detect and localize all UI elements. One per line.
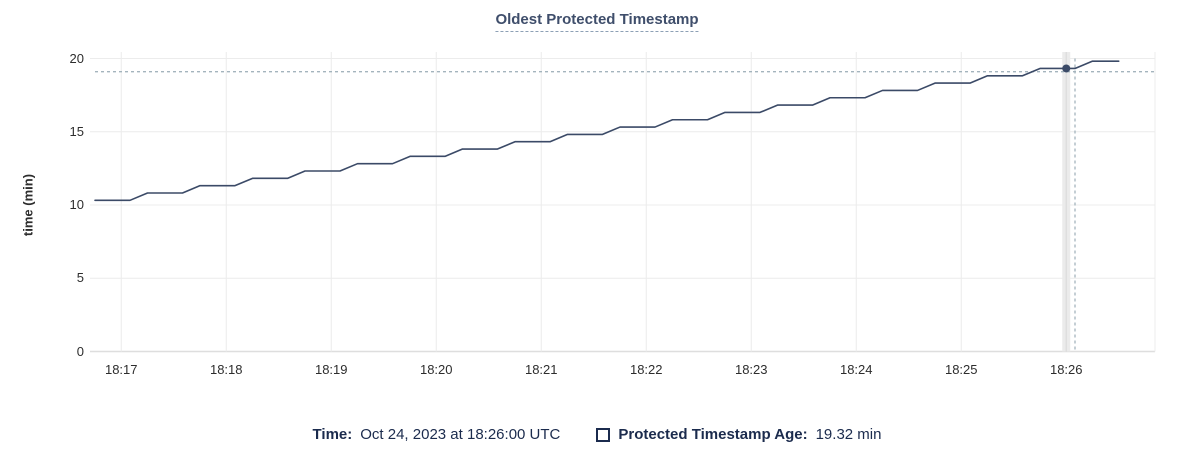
x-tick-label: 18:19 bbox=[314, 362, 348, 377]
series-line bbox=[94, 60, 1120, 202]
x-tick-label: 18:26 bbox=[1049, 362, 1083, 377]
legend-time-label: Time: bbox=[312, 426, 353, 443]
x-tick-label: 18:25 bbox=[944, 362, 978, 377]
x-tick-label: 18:17 bbox=[104, 362, 138, 377]
x-tick-label: 18:21 bbox=[524, 362, 558, 377]
y-tick-label: 10 bbox=[69, 197, 84, 212]
series-toggle[interactable]: Protected Timestamp Age: 19.32 min bbox=[596, 426, 881, 443]
y-tick-label: 0 bbox=[76, 343, 84, 359]
chart-legend: Time: Oct 24, 2023 at 18:26:00 UTC Prote… bbox=[0, 426, 1194, 443]
x-tick-label: 18:20 bbox=[419, 362, 453, 377]
x-tick-label: 18:24 bbox=[839, 362, 873, 377]
x-tick-label: 18:22 bbox=[629, 362, 663, 377]
chart-title[interactable]: Oldest Protected Timestamp bbox=[495, 11, 699, 32]
legend-series-value: 19.32 min bbox=[815, 426, 882, 443]
highlighted-point bbox=[1062, 64, 1071, 73]
y-tick-label: 5 bbox=[76, 270, 84, 286]
y-tick-label: 15 bbox=[69, 123, 84, 139]
legend-series-label: Protected Timestamp Age: bbox=[618, 426, 808, 443]
x-tick-label: 18:23 bbox=[734, 362, 768, 377]
y-tick-label: 20 bbox=[69, 50, 84, 66]
x-tick-label: 18:18 bbox=[209, 362, 243, 377]
legend-time-value: Oct 24, 2023 at 18:26:00 UTC bbox=[360, 426, 561, 443]
series-swatch-icon[interactable] bbox=[596, 427, 611, 442]
